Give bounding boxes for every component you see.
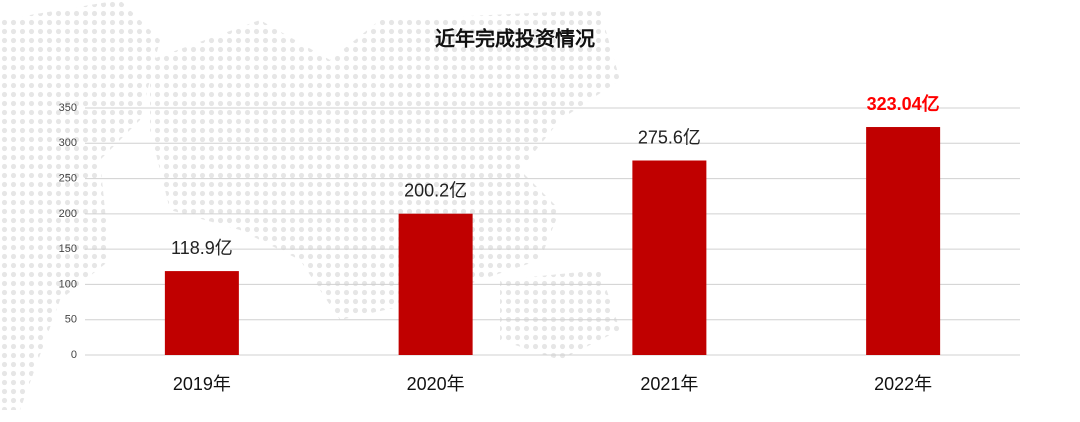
- bar: [164, 271, 239, 355]
- bar: [866, 127, 941, 355]
- value-label: 323.04亿: [867, 93, 940, 114]
- y-tick-label: 350: [59, 102, 77, 114]
- x-tick-label: 2022年: [874, 374, 932, 394]
- y-tick-label: 300: [59, 137, 77, 149]
- x-tick-label: 2020年: [407, 374, 465, 394]
- y-tick-label: 100: [59, 278, 77, 290]
- value-label: 200.2亿: [404, 180, 467, 200]
- bar: [398, 213, 473, 355]
- value-label: 118.9亿: [171, 238, 233, 258]
- y-tick-label: 50: [65, 314, 77, 326]
- y-tick-label: 0: [71, 349, 77, 361]
- bar: [632, 160, 707, 355]
- value-label: 275.6亿: [638, 127, 701, 147]
- x-tick-label: 2019年: [173, 374, 231, 394]
- background-map: [0, 0, 620, 410]
- y-tick-label: 200: [59, 208, 77, 220]
- x-tick-label: 2021年: [640, 374, 698, 394]
- y-tick-label: 250: [59, 172, 77, 184]
- chart-title: 近年完成投资情况: [435, 26, 595, 50]
- y-tick-label: 150: [59, 243, 77, 255]
